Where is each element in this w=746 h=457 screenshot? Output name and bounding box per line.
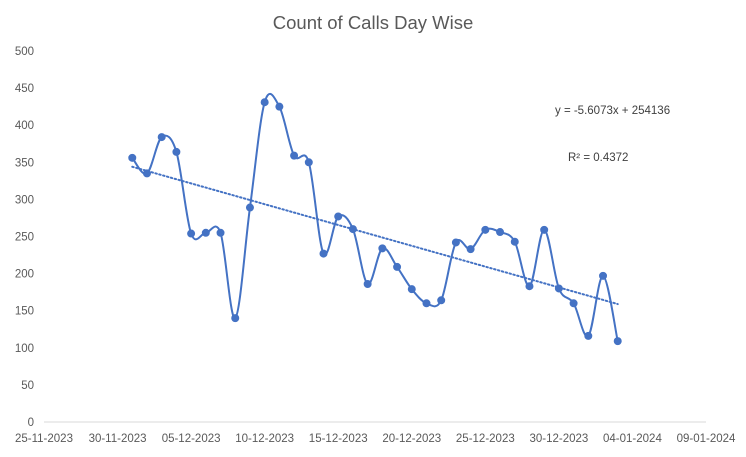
data-point bbox=[466, 245, 475, 254]
trendline bbox=[131, 165, 619, 306]
data-point bbox=[290, 151, 299, 160]
data-point bbox=[201, 228, 210, 237]
data-point bbox=[363, 279, 372, 288]
data-point bbox=[525, 282, 534, 291]
data-point bbox=[451, 238, 460, 247]
data-point bbox=[128, 153, 137, 162]
x-tick-label: 15-12-2023 bbox=[309, 433, 368, 445]
y-tick-label: 100 bbox=[15, 343, 34, 355]
x-tick-label: 20-12-2023 bbox=[382, 433, 441, 445]
y-tick-label: 200 bbox=[15, 269, 34, 281]
data-point bbox=[540, 225, 549, 234]
y-tick-label: 300 bbox=[15, 194, 34, 206]
data-point bbox=[393, 262, 402, 271]
x-tick-label: 25-11-2023 bbox=[15, 433, 73, 445]
data-point bbox=[437, 296, 446, 305]
data-point bbox=[334, 212, 343, 221]
data-point bbox=[187, 229, 196, 238]
y-tick-label: 0 bbox=[28, 417, 34, 429]
chart-title: Count of Calls Day Wise bbox=[273, 12, 473, 33]
series-line bbox=[131, 92, 619, 342]
y-tick-label: 450 bbox=[15, 83, 34, 95]
x-tick-label: 04-01-2024 bbox=[603, 433, 662, 445]
data-point bbox=[510, 237, 519, 246]
x-tick-label: 09-01-2024 bbox=[677, 433, 736, 445]
data-point bbox=[275, 102, 284, 111]
data-point bbox=[142, 169, 151, 178]
data-point bbox=[304, 158, 313, 167]
data-point bbox=[584, 331, 593, 340]
x-tick-label: 05-12-2023 bbox=[162, 433, 221, 445]
data-point bbox=[216, 228, 225, 237]
x-tick-label: 25-12-2023 bbox=[456, 433, 515, 445]
trendline-equation: y = -5.6073x + 254136 bbox=[555, 105, 670, 117]
x-tick-label: 30-12-2023 bbox=[529, 433, 588, 445]
data-point bbox=[157, 133, 166, 142]
y-tick-label: 350 bbox=[15, 157, 34, 169]
data-point bbox=[599, 271, 608, 280]
data-point bbox=[613, 337, 622, 346]
x-axis: 25-11-2023 30-11-2023 05-12-2023 10-12-2023… bbox=[15, 433, 736, 445]
data-point bbox=[481, 225, 490, 234]
data-point bbox=[260, 98, 269, 107]
data-point bbox=[422, 299, 431, 308]
y-tick-label: 250 bbox=[15, 232, 34, 244]
y-tick-label: 400 bbox=[15, 120, 34, 132]
data-point bbox=[319, 249, 328, 258]
data-point bbox=[496, 228, 505, 237]
data-point bbox=[554, 284, 563, 293]
data-point bbox=[569, 299, 578, 308]
y-axis: 0 50 100 150 200 250 300 350 400 450 500 bbox=[15, 46, 34, 429]
y-tick-label: 500 bbox=[15, 46, 34, 58]
data-point bbox=[378, 244, 387, 253]
x-tick-label: 30-11-2023 bbox=[89, 433, 147, 445]
y-tick-label: 50 bbox=[21, 380, 34, 392]
y-tick-label: 150 bbox=[15, 306, 34, 318]
data-point bbox=[172, 147, 181, 156]
data-point bbox=[348, 225, 357, 234]
series-markers bbox=[128, 98, 622, 346]
data-point bbox=[407, 285, 416, 294]
x-tick-label: 10-12-2023 bbox=[235, 433, 294, 445]
trendline-r2: R² = 0.4372 bbox=[568, 152, 628, 164]
data-point bbox=[231, 314, 240, 323]
data-point bbox=[245, 203, 254, 212]
